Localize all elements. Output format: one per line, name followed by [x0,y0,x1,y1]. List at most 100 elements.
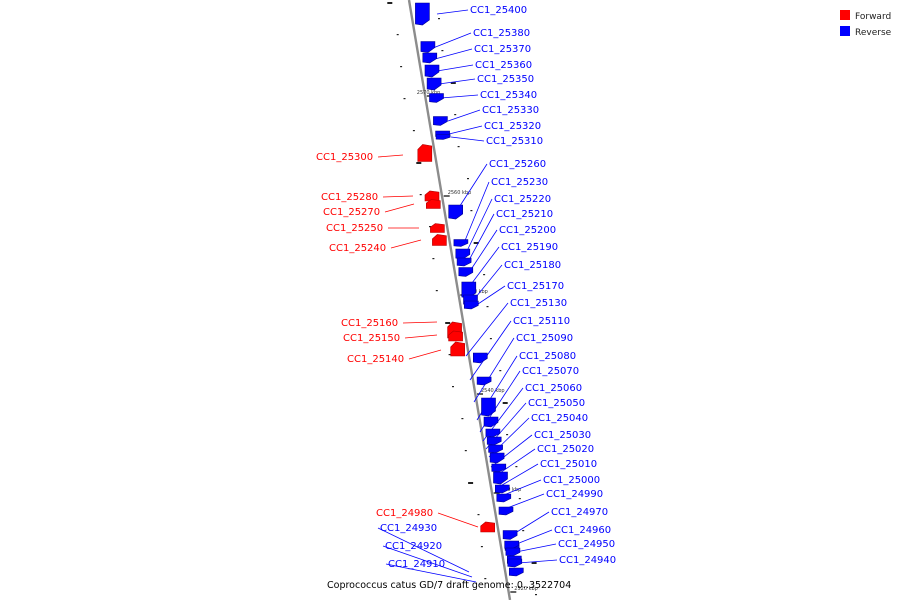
gene-label-CC1_25040[interactable]: CC1_25040 [531,413,588,424]
gene-label-CC1_24950[interactable]: CC1_24950 [558,539,615,550]
gene-feature-CC1_25000[interactable] [496,493,512,503]
leader-CC1_25090 [473,337,515,403]
tick-mark [468,482,474,484]
gene-feature-CC1_24940[interactable] [507,558,523,568]
gene-feature-CC1_25210[interactable] [456,257,472,267]
scale-label: 2570 kbp [417,90,441,96]
gene-feature-CC1_25010[interactable] [494,484,510,494]
gene-label-CC1_25130[interactable]: CC1_25130 [510,298,567,309]
gene-feature-CC1_25260[interactable] [448,204,464,220]
gene-feature-CC1_25050[interactable] [488,444,503,454]
gene-feature-CC1_25040[interactable] [489,452,505,464]
gene-feature-CC1_25150[interactable] [448,330,463,342]
gene-label-CC1_25000[interactable]: CC1_25000 [543,475,600,486]
gene-feature-CC1_24950[interactable] [505,547,521,557]
gene-feature-CC1_25400[interactable] [415,2,430,26]
gene-label-CC1_24960[interactable]: CC1_24960 [554,525,611,536]
gene-label-CC1_24940[interactable]: CC1_24940 [559,555,616,566]
gene-feature-CC1_25170[interactable] [463,300,479,310]
tick-mark [506,434,509,436]
gene-feature-CC1_24980[interactable] [480,521,496,533]
gene-feature-CC1_25090[interactable] [481,397,496,417]
gene-feature-CC1_25360[interactable] [424,64,440,78]
gene-feature-CC1_25020[interactable] [493,471,508,485]
gene-label-CC1_25300[interactable]: CC1_25300 [316,152,373,163]
gene-feature-CC1_25380[interactable] [420,41,436,53]
gene-label-CC1_25310[interactable]: CC1_25310 [486,136,543,147]
gene-label-CC1_25370[interactable]: CC1_25370 [474,44,531,55]
gene-feature-CC1_25310[interactable] [435,134,451,140]
gene-label-CC1_24920[interactable]: CC1_24920 [385,541,442,552]
gene-label-CC1_25330[interactable]: CC1_25330 [482,105,539,116]
gene-label-CC1_25070[interactable]: CC1_25070 [522,366,579,377]
gene-label-CC1_25240[interactable]: CC1_25240 [329,243,386,254]
gene-label-CC1_25200[interactable]: CC1_25200 [499,225,556,236]
gene-feature-CC1_25220[interactable] [455,248,471,260]
gene-feature-CC1_25270[interactable] [425,199,441,209]
gene-feature-CC1_24990[interactable] [498,506,514,516]
gene-label-CC1_25380[interactable]: CC1_25380 [473,28,530,39]
gene-label-CC1_25190[interactable]: CC1_25190 [501,242,558,253]
gene-label-CC1_25220[interactable]: CC1_25220 [494,194,551,205]
gene-label-CC1_25110[interactable]: CC1_25110 [513,316,570,327]
gene-label-CC1_24990[interactable]: CC1_24990 [546,489,603,500]
gene-label-CC1_24910[interactable]: CC1_24910 [388,559,445,570]
gene-label-CC1_25170[interactable]: CC1_25170 [507,281,564,292]
scale-label: 2530 kbp [498,487,522,493]
gene-label-CC1_25160[interactable]: CC1_25160 [341,318,398,329]
gene-feature-CC1_25300[interactable] [417,144,433,162]
gene-label-CC1_25060[interactable]: CC1_25060 [525,383,582,394]
gene-feature-CC1_25200[interactable] [458,267,474,277]
gene-feature-CC1_24970[interactable] [502,530,518,540]
gene-feature-CC1_25070[interactable] [485,428,501,438]
gene-feature-CC1_25280[interactable] [424,190,440,202]
gene-feature-CC1_25370[interactable] [422,52,438,64]
gene-label-CC1_25260[interactable]: CC1_25260 [489,159,546,170]
gene-feature-CC1_25110[interactable] [476,376,492,386]
gene-feature-CC1_25030[interactable] [491,463,507,473]
tick-mark [535,594,537,596]
gene-feature-CC1_25240[interactable] [432,234,447,246]
gene-feature-CC1_25340[interactable] [429,93,444,103]
tick-mark [483,274,486,276]
gene-label-CC1_25010[interactable]: CC1_25010 [540,459,597,470]
gene-label-CC1_25230[interactable]: CC1_25230 [491,177,548,188]
gene-label-CC1_25150[interactable]: CC1_25150 [343,333,400,344]
gene-label-CC1_25250[interactable]: CC1_25250 [326,223,383,234]
gene-feature-CC1_24960[interactable] [504,540,520,550]
gene-label-CC1_25210[interactable]: CC1_25210 [496,209,553,220]
gene-label-CC1_25180[interactable]: CC1_25180 [504,260,561,271]
gene-label-CC1_25350[interactable]: CC1_25350 [477,74,534,85]
gene-feature-CC1_25140[interactable] [450,341,466,357]
gene-label-CC1_25050[interactable]: CC1_25050 [528,398,585,409]
gene-label-CC1_25140[interactable]: CC1_25140 [347,354,404,365]
gene-feature-CC1_25130[interactable] [472,352,488,364]
gene-label-CC1_25080[interactable]: CC1_25080 [519,351,576,362]
gene-feature-CC1_25250[interactable] [430,223,445,233]
gene-feature-CC1_24910[interactable] [508,567,524,577]
gene-label-CC1_24930[interactable]: CC1_24930 [380,523,437,534]
gene-feature-CC1_25230[interactable] [453,239,469,247]
gene-label-CC1_24980[interactable]: CC1_24980 [376,508,433,519]
gene-label-CC1_25280[interactable]: CC1_25280 [321,192,378,203]
gene-label-CC1_25090[interactable]: CC1_25090 [516,333,573,344]
tick-mark [489,338,492,340]
leader-CC1_25240 [390,239,422,249]
gene-label-CC1_25400[interactable]: CC1_25400 [470,5,527,16]
gene-label-CC1_25360[interactable]: CC1_25360 [475,60,532,71]
gene-label-CC1_25020[interactable]: CC1_25020 [537,444,594,455]
gene-label-CC1_25030[interactable]: CC1_25030 [534,430,591,441]
gene-feature-CC1_25350[interactable] [426,77,442,91]
gene-label-CC1_24970[interactable]: CC1_24970 [551,507,608,518]
gene-label-CC1_25270[interactable]: CC1_25270 [323,207,380,218]
gene-label-CC1_25320[interactable]: CC1_25320 [484,121,541,132]
gene-labels: CC1_25400 CC1_25380 CC1_25370 CC1_25360 CC1_… [316,5,616,570]
gene-label-CC1_25340[interactable]: CC1_25340 [480,90,537,101]
leader-CC1_25280 [382,195,414,198]
leader-CC1_25400 [436,9,469,15]
tick-mark [486,306,489,308]
leader-CC1_25360 [436,64,474,72]
gene-feature-CC1_25330[interactable] [433,116,448,126]
gene-feature-CC1_25080[interactable] [483,416,499,428]
gene-feature-CC1_25060[interactable] [486,436,502,446]
